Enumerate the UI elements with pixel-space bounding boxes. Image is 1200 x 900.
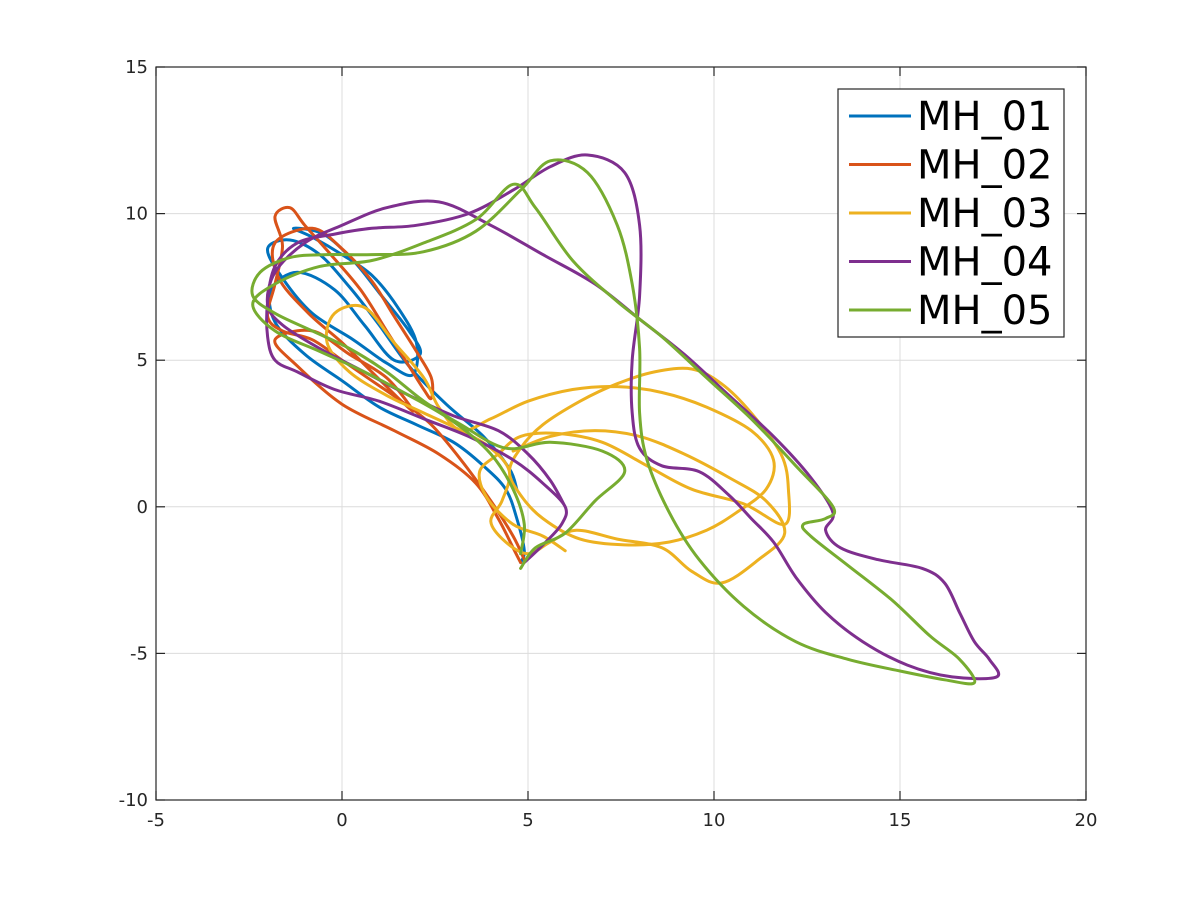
y-tick-label: -5 <box>130 643 148 664</box>
y-tick-label: 0 <box>137 497 148 518</box>
y-tick-label: 5 <box>137 350 148 371</box>
axes-frame <box>155 66 1087 801</box>
legend-label-mh-05: MH_05 <box>917 288 1053 334</box>
x-tick-label: 10 <box>703 810 726 831</box>
ticks <box>155 66 1087 801</box>
legend-item-mh-02: MH_02 <box>849 143 1053 189</box>
x-tick-label: 15 <box>889 810 912 831</box>
x-tick-label: -5 <box>147 810 165 831</box>
y-tick-label: 15 <box>125 57 148 78</box>
x-tick-label: 5 <box>522 810 533 831</box>
y-axis-tick-labels: 15 10 5 0 -5 -10 <box>119 57 148 811</box>
legend-item-mh-01: MH_01 <box>849 94 1053 140</box>
y-tick-label: -10 <box>119 790 148 811</box>
legend-label-mh-04: MH_04 <box>917 240 1053 286</box>
legend-item-mh-04: MH_04 <box>849 240 1053 286</box>
x-tick-label: 0 <box>336 810 347 831</box>
series-line-mh-04 <box>265 153 1001 681</box>
legend-item-mh-03: MH_03 <box>849 191 1053 237</box>
series-layer <box>250 153 1001 686</box>
x-axis-tick-labels: -5 0 5 10 15 20 <box>147 810 1097 831</box>
legend-label-mh-02: MH_02 <box>917 143 1053 189</box>
legend-item-mh-05: MH_05 <box>849 288 1053 334</box>
y-tick-label: 10 <box>125 204 148 225</box>
x-tick-label: 20 <box>1075 810 1098 831</box>
series-line-mh-02 <box>265 205 526 564</box>
series-line-mh-05 <box>250 158 977 686</box>
legend-label-mh-03: MH_03 <box>917 191 1053 237</box>
legend-label-mh-01: MH_01 <box>917 94 1053 140</box>
